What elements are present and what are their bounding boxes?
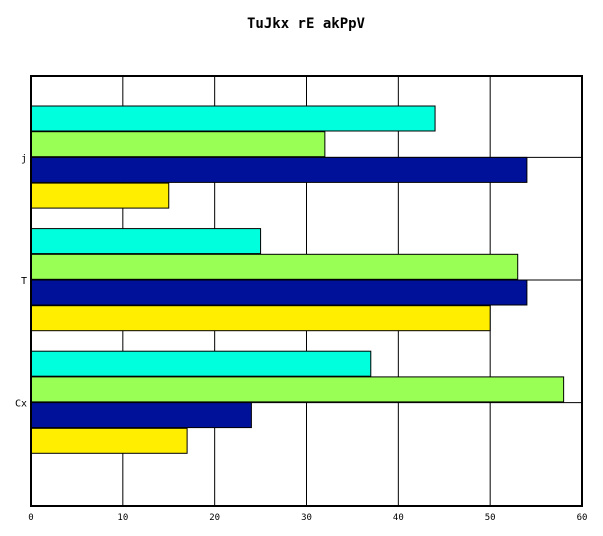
x-tick-label: 0 [28,513,33,523]
plot-frame [30,75,583,507]
x-tick-label: 60 [577,513,588,523]
chart-title: TuJkx rE akPpV [247,16,366,32]
bar [30,105,436,132]
bar [30,279,528,306]
bar [30,131,326,158]
x-axis-ticks: 0 10 20 30 40 50 60 [28,513,587,523]
bar [30,156,528,183]
bars [30,105,565,454]
y-axis-categories: j T Cx [15,153,27,409]
bar [30,182,170,209]
bar [30,427,188,454]
bar [30,376,565,403]
y-category-label: j [21,153,27,164]
x-tick-label: 30 [301,513,312,523]
bar [30,253,519,280]
bar [30,228,262,255]
x-tick-label: 40 [393,513,404,523]
x-tick-label: 50 [485,513,496,523]
bar [30,402,252,429]
x-tick-label: 10 [117,513,128,523]
bar [30,305,491,332]
y-category-label: Cx [15,399,27,410]
x-tick-label: 20 [209,513,220,523]
bar [30,350,372,377]
y-category-label: T [21,276,27,287]
